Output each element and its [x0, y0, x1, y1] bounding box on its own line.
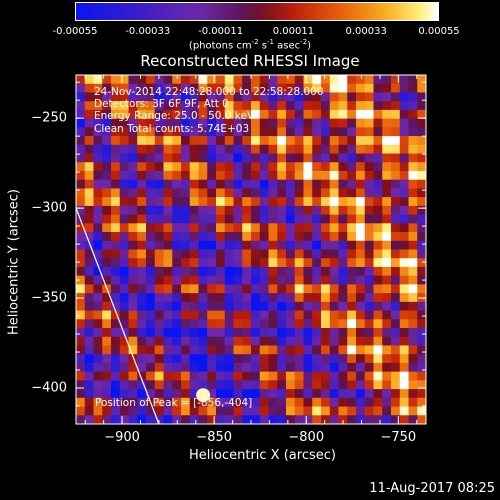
peak-marker — [196, 388, 211, 403]
x-tick-label: −900 — [104, 430, 140, 445]
colorbar-tick-label: -0.00011 — [198, 26, 244, 37]
chart-title: Reconstructed RHESSI Image — [140, 52, 360, 70]
solar-limb-line — [75, 207, 160, 425]
y-tick-label: −300 — [31, 200, 67, 216]
colorbar-units: (photons cm-2 s-1 asec-2) — [188, 38, 312, 52]
x-tick-label: −800 — [288, 430, 325, 445]
info-energy-range: Energy Range: 25.0 - 50.0 keV — [94, 110, 255, 123]
colorbar-tick-label: 0.00033 — [345, 26, 387, 37]
info-total-counts: Clean Total counts: 5.74E+03 — [94, 122, 250, 135]
y-axis-label: Heliocentric Y (arcsec) — [6, 189, 22, 335]
info-block: 24-Nov-2014 22:48:28.000 to 22:58:28.000… — [94, 86, 324, 135]
x-tick-label: −850 — [196, 430, 233, 445]
info-time-range: 24-Nov-2014 22:48:28.000 to 22:58:28.000 — [94, 86, 324, 98]
timestamp: 11-Aug-2017 08:25 — [369, 481, 495, 496]
colorbar — [75, 2, 439, 21]
colorbar-tick-label: 0.00011 — [272, 26, 315, 37]
heatmap-cells — [76, 75, 427, 425]
colorbar-tick-label: -0.00033 — [125, 26, 171, 37]
x-tick-label: −750 — [380, 430, 417, 445]
info-detectors: Detectors: 3F 6F 9F, Att 0 — [94, 98, 229, 111]
y-tick-label: −250 — [31, 110, 67, 126]
x-axis-label: Heliocentric X (arcsec) — [189, 448, 336, 463]
peak-position-label: Position of Peak = [-856,-404] — [95, 397, 253, 409]
colorbar-tick-label: -0.00055 — [52, 26, 98, 37]
colorbar-tick-label: 0.00055 — [418, 26, 460, 37]
y-tick-label: −350 — [31, 290, 67, 306]
y-tick-label: −400 — [31, 380, 67, 396]
